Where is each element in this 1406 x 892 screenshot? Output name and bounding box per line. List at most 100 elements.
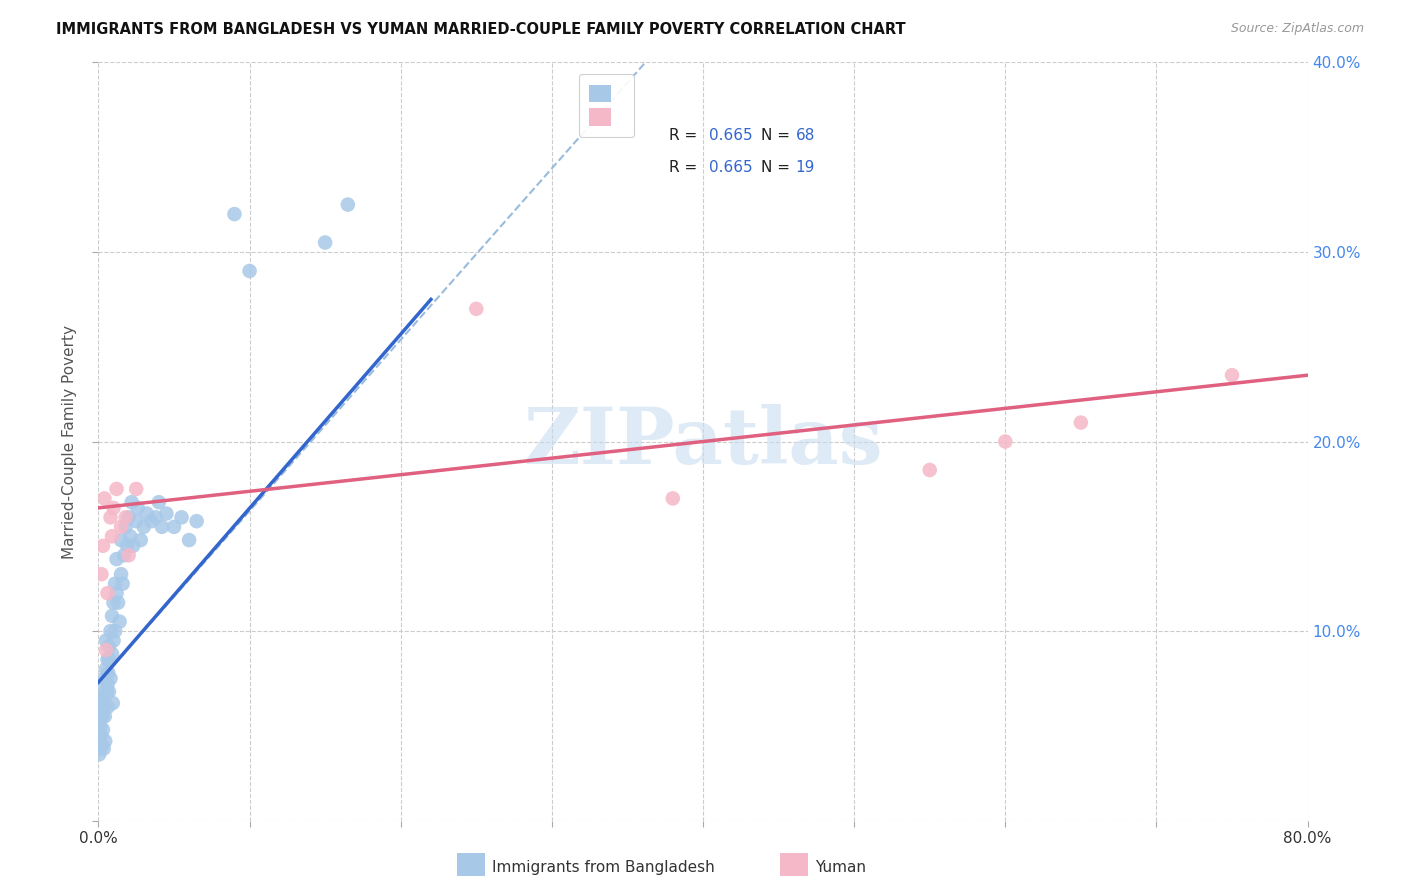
Point <box>94 662 117 676</box>
Point <box>89 719 111 733</box>
Point <box>224 207 246 221</box>
Point <box>1070 416 1092 430</box>
Point <box>94 633 117 648</box>
Point <box>91 709 114 723</box>
Point <box>112 548 135 563</box>
Point <box>118 510 141 524</box>
Text: ZIPatlas: ZIPatlas <box>523 403 883 480</box>
Point <box>100 672 122 686</box>
Point <box>90 567 112 582</box>
Point <box>96 586 118 600</box>
Point <box>104 624 127 639</box>
Point <box>89 734 111 748</box>
Point <box>132 520 155 534</box>
Point <box>465 301 488 316</box>
Point <box>97 699 120 714</box>
Point <box>90 699 112 714</box>
Point <box>110 567 132 582</box>
Point <box>91 539 114 553</box>
Point <box>90 690 112 705</box>
Point <box>98 685 121 699</box>
Point <box>103 633 125 648</box>
Point <box>93 491 115 506</box>
Point <box>129 533 152 548</box>
Point <box>141 514 163 528</box>
Point <box>97 665 120 680</box>
Point <box>101 696 124 710</box>
Point <box>118 548 141 563</box>
Point <box>179 533 201 548</box>
Point <box>91 704 114 718</box>
Point <box>111 576 134 591</box>
Point <box>94 734 117 748</box>
Point <box>186 514 208 528</box>
Point <box>114 520 136 534</box>
Point <box>103 500 125 515</box>
Text: 0.665: 0.665 <box>709 160 752 175</box>
Text: N =: N = <box>761 128 794 144</box>
Point <box>103 596 125 610</box>
Point <box>93 672 115 686</box>
Text: IMMIGRANTS FROM BANGLADESH VS YUMAN MARRIED-COUPLE FAMILY POVERTY CORRELATION CH: IMMIGRANTS FROM BANGLADESH VS YUMAN MARR… <box>56 22 905 37</box>
Point <box>101 529 124 543</box>
Point <box>89 747 111 762</box>
Point <box>105 482 128 496</box>
Y-axis label: Married-Couple Family Poverty: Married-Couple Family Poverty <box>62 325 77 558</box>
Point <box>96 652 118 666</box>
Point <box>91 681 114 695</box>
Point <box>994 434 1017 449</box>
Point <box>90 728 112 742</box>
Point <box>101 609 124 624</box>
Point <box>150 520 173 534</box>
Point <box>91 723 114 737</box>
Point <box>96 677 118 691</box>
Point <box>1220 368 1243 383</box>
Point <box>89 741 111 756</box>
Text: R =: R = <box>669 128 703 144</box>
Point <box>127 500 149 515</box>
Text: R =: R = <box>669 160 703 175</box>
Point <box>98 639 121 653</box>
Point <box>122 539 145 553</box>
Point <box>314 235 336 250</box>
Point <box>145 510 167 524</box>
Point <box>96 685 118 699</box>
Point <box>148 495 170 509</box>
Text: 19: 19 <box>796 160 815 175</box>
Point <box>125 482 148 496</box>
Point <box>125 514 148 528</box>
Point <box>918 463 941 477</box>
Point <box>108 615 131 629</box>
Legend: , : , <box>579 74 634 136</box>
Point <box>155 507 177 521</box>
Point <box>94 643 117 657</box>
Point <box>100 624 122 639</box>
Point <box>115 539 138 553</box>
Point <box>93 690 115 705</box>
Text: Source: ZipAtlas.com: Source: ZipAtlas.com <box>1230 22 1364 36</box>
Text: Immigrants from Bangladesh: Immigrants from Bangladesh <box>492 860 714 874</box>
Point <box>170 510 193 524</box>
Point <box>135 507 157 521</box>
Point <box>100 510 122 524</box>
Point <box>239 264 262 278</box>
Point <box>110 520 132 534</box>
Point <box>121 495 143 509</box>
Point <box>105 552 128 566</box>
Point <box>98 652 121 666</box>
Point <box>105 586 128 600</box>
Point <box>107 596 129 610</box>
Point <box>94 709 117 723</box>
Point <box>90 738 112 752</box>
Point <box>110 533 132 548</box>
Point <box>120 529 142 543</box>
Point <box>114 510 136 524</box>
Text: Yuman: Yuman <box>815 860 866 874</box>
Text: 0.665: 0.665 <box>709 128 752 144</box>
Point <box>101 647 124 661</box>
Point <box>104 576 127 591</box>
Point <box>93 741 115 756</box>
Text: N =: N = <box>761 160 794 175</box>
Text: 68: 68 <box>796 128 815 144</box>
Point <box>163 520 186 534</box>
